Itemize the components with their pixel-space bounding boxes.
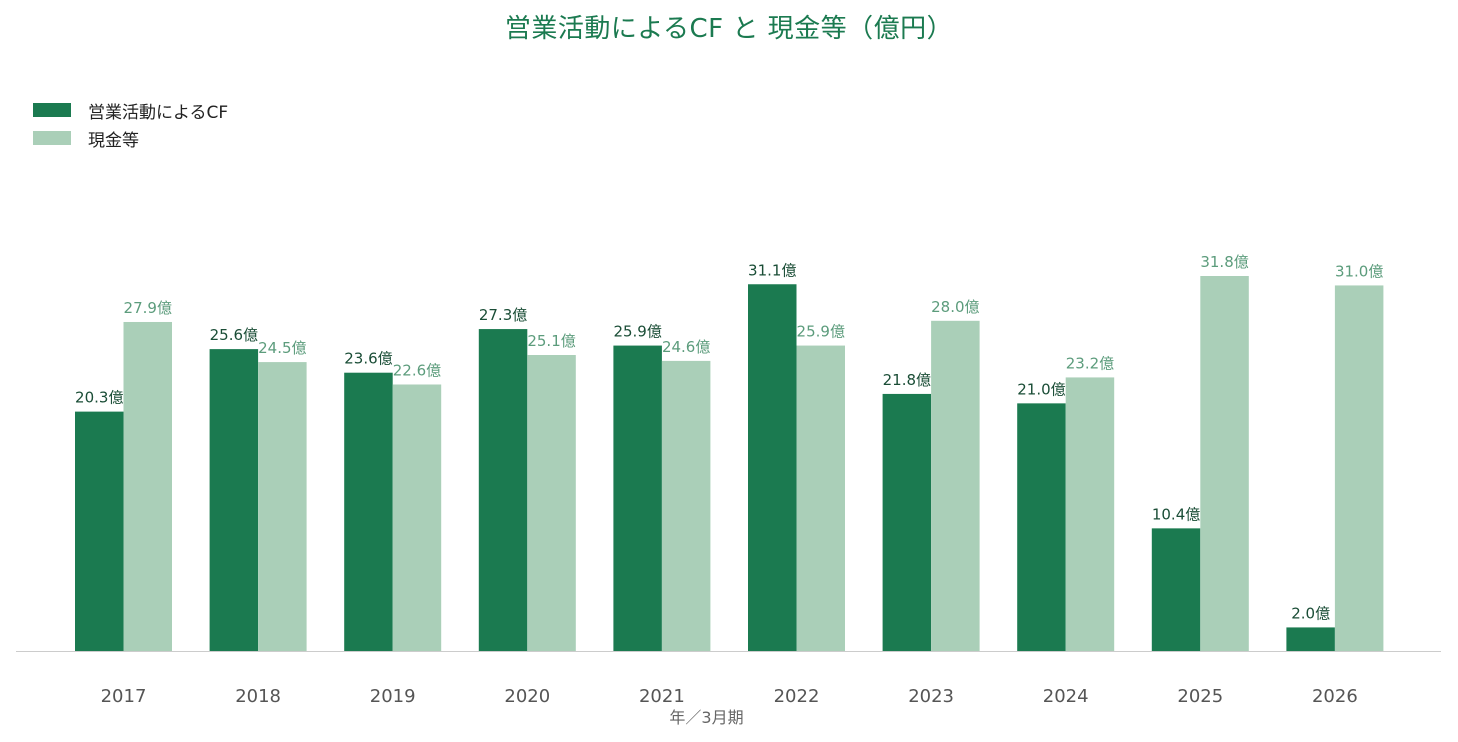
legend-label-cash: 現金等: [88, 130, 139, 151]
legend-label-operating-cf: 営業活動によるCF: [88, 102, 229, 123]
bar-cash-2022: [796, 345, 845, 651]
bar-cash-2020: [527, 355, 576, 651]
bar-cash-2025: [1200, 276, 1249, 651]
bar-cash-2021: [661, 360, 711, 651]
data-label-operating-cf-2020: 27.3億: [479, 306, 527, 324]
bar-operating-cf-2025: [1151, 528, 1201, 651]
bar-operating-cf-2021: [613, 345, 662, 651]
bar-cash-2023: [931, 320, 980, 651]
legend-swatch-operating-cf: [33, 103, 71, 117]
data-label-cash-2018: 24.5億: [258, 339, 306, 357]
x-tick-label-2023: 2023: [908, 686, 954, 707]
bar-operating-cf-2020: [478, 329, 528, 651]
bar-cash-2019: [392, 384, 442, 651]
data-label-operating-cf-2021: 25.9億: [613, 323, 661, 341]
x-tick-label-2018: 2018: [235, 686, 281, 707]
legend-item-cash: 現金等: [33, 124, 228, 152]
data-label-operating-cf-2019: 23.6億: [344, 350, 392, 368]
bar-cash-2017: [123, 321, 172, 651]
x-tick-label-2024: 2024: [1043, 686, 1089, 707]
legend-item-operating-cf: 営業活動によるCF: [33, 96, 228, 124]
bar-operating-cf-2022: [748, 284, 797, 651]
data-label-operating-cf-2025: 10.4億: [1152, 505, 1200, 523]
data-label-cash-2023: 28.0億: [931, 298, 979, 316]
x-tick-label-2022: 2022: [774, 686, 820, 707]
data-label-cash-2017: 27.9億: [124, 299, 172, 317]
x-tick-label-2025: 2025: [1177, 686, 1223, 707]
data-label-operating-cf-2018: 25.6億: [210, 326, 258, 344]
data-label-cash-2025: 31.8億: [1200, 253, 1248, 271]
data-label-operating-cf-2024: 21.0億: [1017, 380, 1065, 398]
x-tick-label-2026: 2026: [1312, 686, 1358, 707]
bar-operating-cf-2026: [1286, 627, 1335, 651]
data-label-cash-2021: 24.6億: [662, 338, 710, 356]
data-label-cash-2019: 22.6億: [393, 361, 441, 379]
data-label-operating-cf-2026: 2.0億: [1291, 604, 1330, 622]
x-tick-label-2017: 2017: [101, 686, 147, 707]
bar-operating-cf-2023: [882, 393, 932, 651]
bar-cash-2024: [1065, 377, 1115, 651]
x-tick-label-2020: 2020: [504, 686, 550, 707]
bar-operating-cf-2018: [209, 349, 259, 651]
legend-swatch-cash: [33, 131, 71, 145]
bar-cash-2018: [258, 362, 307, 651]
x-tick-label-2021: 2021: [639, 686, 685, 707]
data-label-cash-2022: 25.9億: [797, 323, 845, 341]
data-label-cash-2024: 23.2億: [1066, 354, 1114, 372]
legend: 営業活動によるCF 現金等: [33, 96, 228, 152]
data-label-operating-cf-2023: 21.8億: [883, 371, 931, 389]
bar-operating-cf-2017: [75, 411, 124, 651]
x-axis-title: 年／3月期: [669, 708, 744, 727]
bar-operating-cf-2019: [344, 372, 393, 651]
data-label-cash-2020: 25.1億: [527, 332, 575, 350]
bar-cash-2026: [1334, 285, 1384, 651]
data-label-operating-cf-2022: 31.1億: [748, 261, 796, 279]
chart-title: 営業活動によるCF と 現金等（億円）: [504, 14, 954, 44]
bar-operating-cf-2024: [1017, 403, 1066, 651]
x-tick-label-2019: 2019: [370, 686, 416, 707]
data-label-cash-2026: 31.0億: [1335, 262, 1383, 280]
data-label-operating-cf-2017: 20.3億: [75, 389, 123, 407]
